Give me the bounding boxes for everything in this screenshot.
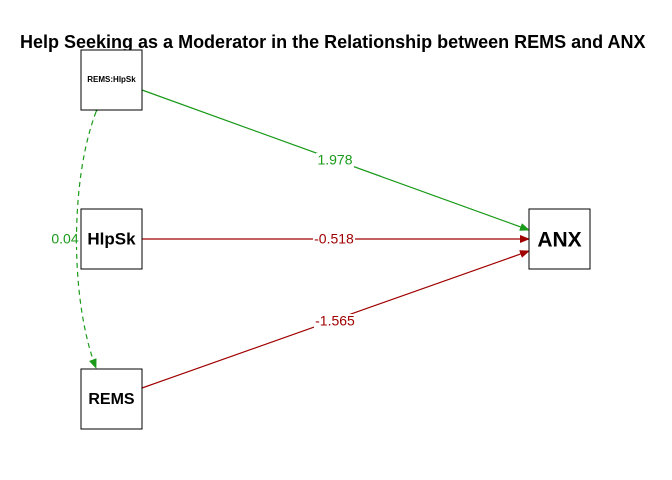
node-help-seeking-label: HlpSk xyxy=(87,229,136,248)
node-interaction-label: REMS:HlpSk xyxy=(87,75,136,84)
node-rems: REMS xyxy=(80,368,143,430)
node-anx: ANX xyxy=(528,208,591,270)
node-rems-label: REMS xyxy=(88,391,135,408)
diagram-title: Help Seeking as a Moderator in the Relat… xyxy=(20,32,645,52)
edge-label-interaction-to-anx: 1.978 xyxy=(317,152,352,168)
edge-label-covariance: 0.04 xyxy=(51,231,78,247)
edge-label-rems-to-anx: -1.565 xyxy=(315,313,355,329)
edge-label-help-seeking-to-anx: -0.518 xyxy=(314,231,354,247)
node-anx-label: ANX xyxy=(537,229,581,252)
node-help-seeking: HlpSk xyxy=(80,208,143,270)
node-interaction: REMS:HlpSk xyxy=(80,49,143,111)
